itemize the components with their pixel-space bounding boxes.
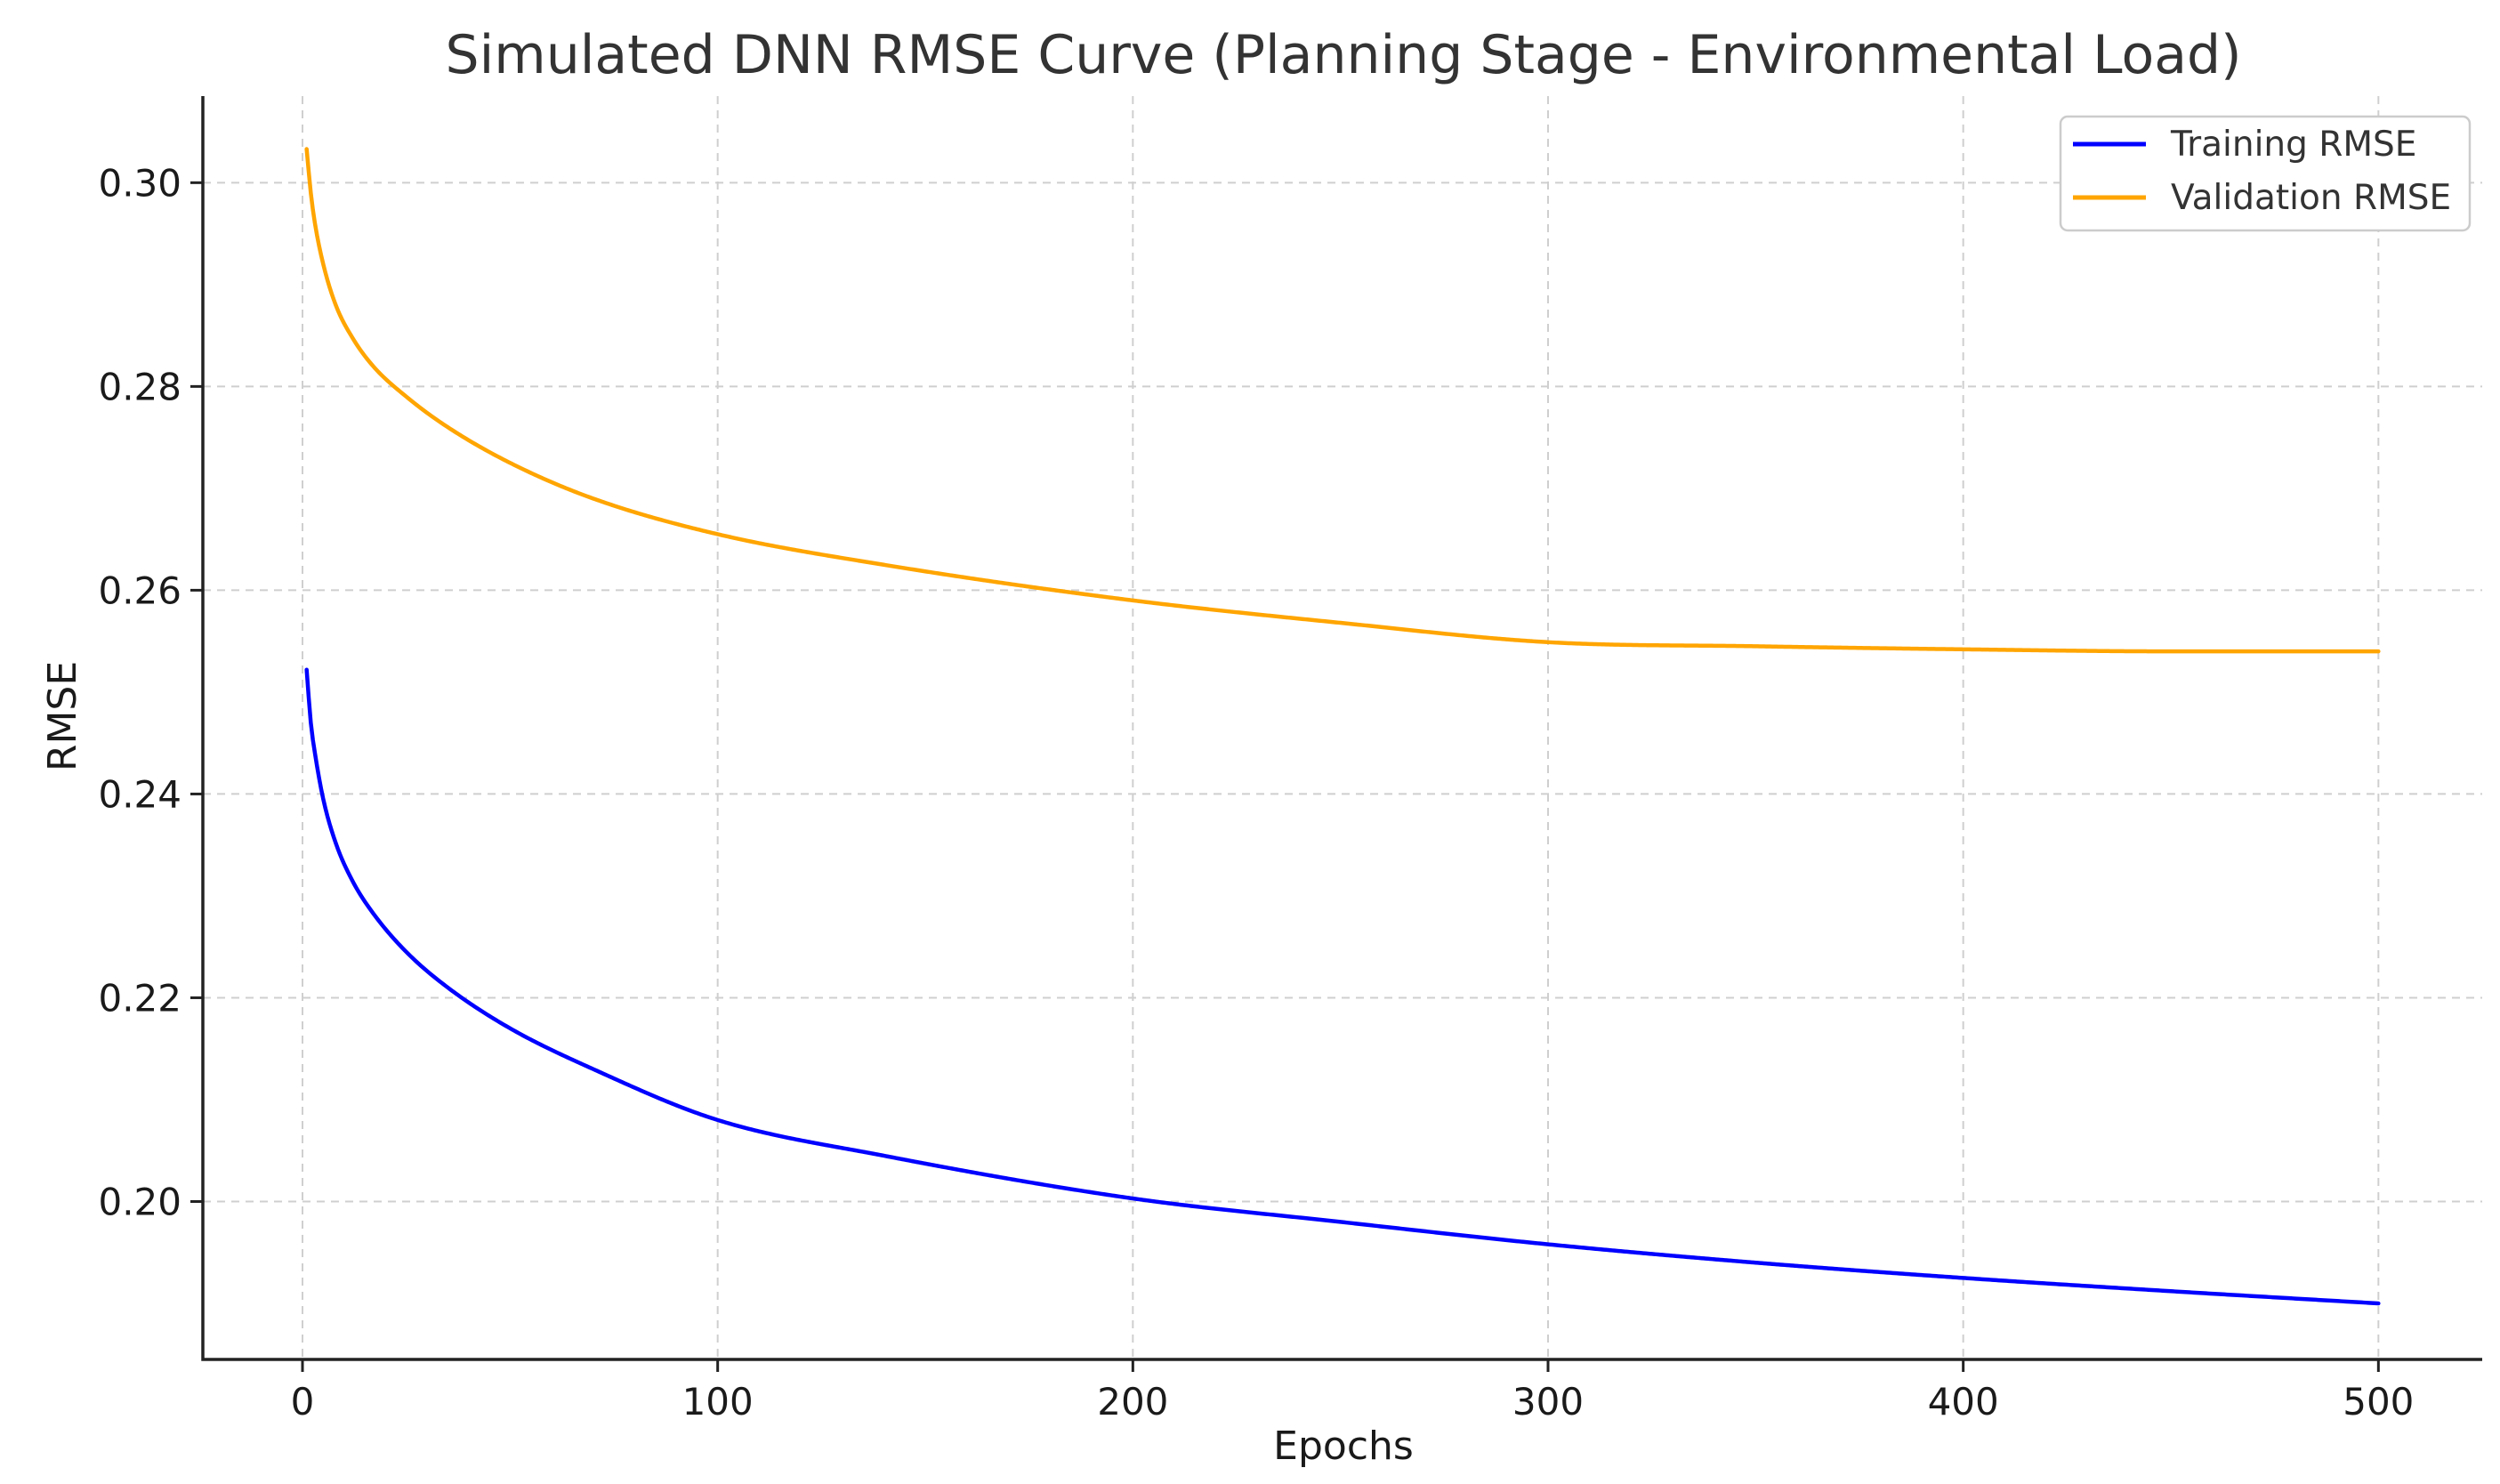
y-tick-label: 0.22 [98, 976, 181, 1020]
validation-rmse-line [304, 147, 2381, 654]
grid [203, 96, 2482, 1359]
y-tick-label: 0.26 [98, 569, 181, 612]
x-axis-label: Epochs [1273, 1424, 1414, 1469]
legend-label-validation: Validation RMSE [2171, 178, 2451, 218]
x-tick-label: 500 [2343, 1380, 2414, 1424]
legend-box [2059, 115, 2472, 232]
y-tick-label: 0.28 [98, 365, 181, 408]
ticks: 0 100 200 300 400 500 0.20 0.22 0.24 0.26 0.28 0.30 [98, 161, 2414, 1424]
training-rmse-line [304, 667, 2381, 1306]
series-lines [304, 147, 2381, 1306]
x-tick-label: 100 [682, 1380, 754, 1424]
x-tick-label: 300 [1512, 1380, 1584, 1424]
chart-title: Simulated DNN RMSE Curve (Planning Stage… [446, 24, 2242, 86]
legend-label-training: Training RMSE [2170, 125, 2416, 165]
axis-spines [201, 96, 2482, 1361]
legend: Training RMSE Validation RMSE [2059, 115, 2472, 232]
x-tick-label: 200 [1097, 1380, 1168, 1424]
x-tick-label: 0 [291, 1380, 315, 1424]
axes [201, 96, 2482, 1361]
y-tick-label: 0.24 [98, 772, 181, 816]
y-tick-label: 0.30 [98, 161, 181, 205]
x-tick-label: 400 [1928, 1380, 1999, 1424]
y-axis-label: RMSE [40, 661, 85, 771]
y-tick-label: 0.20 [98, 1181, 181, 1224]
